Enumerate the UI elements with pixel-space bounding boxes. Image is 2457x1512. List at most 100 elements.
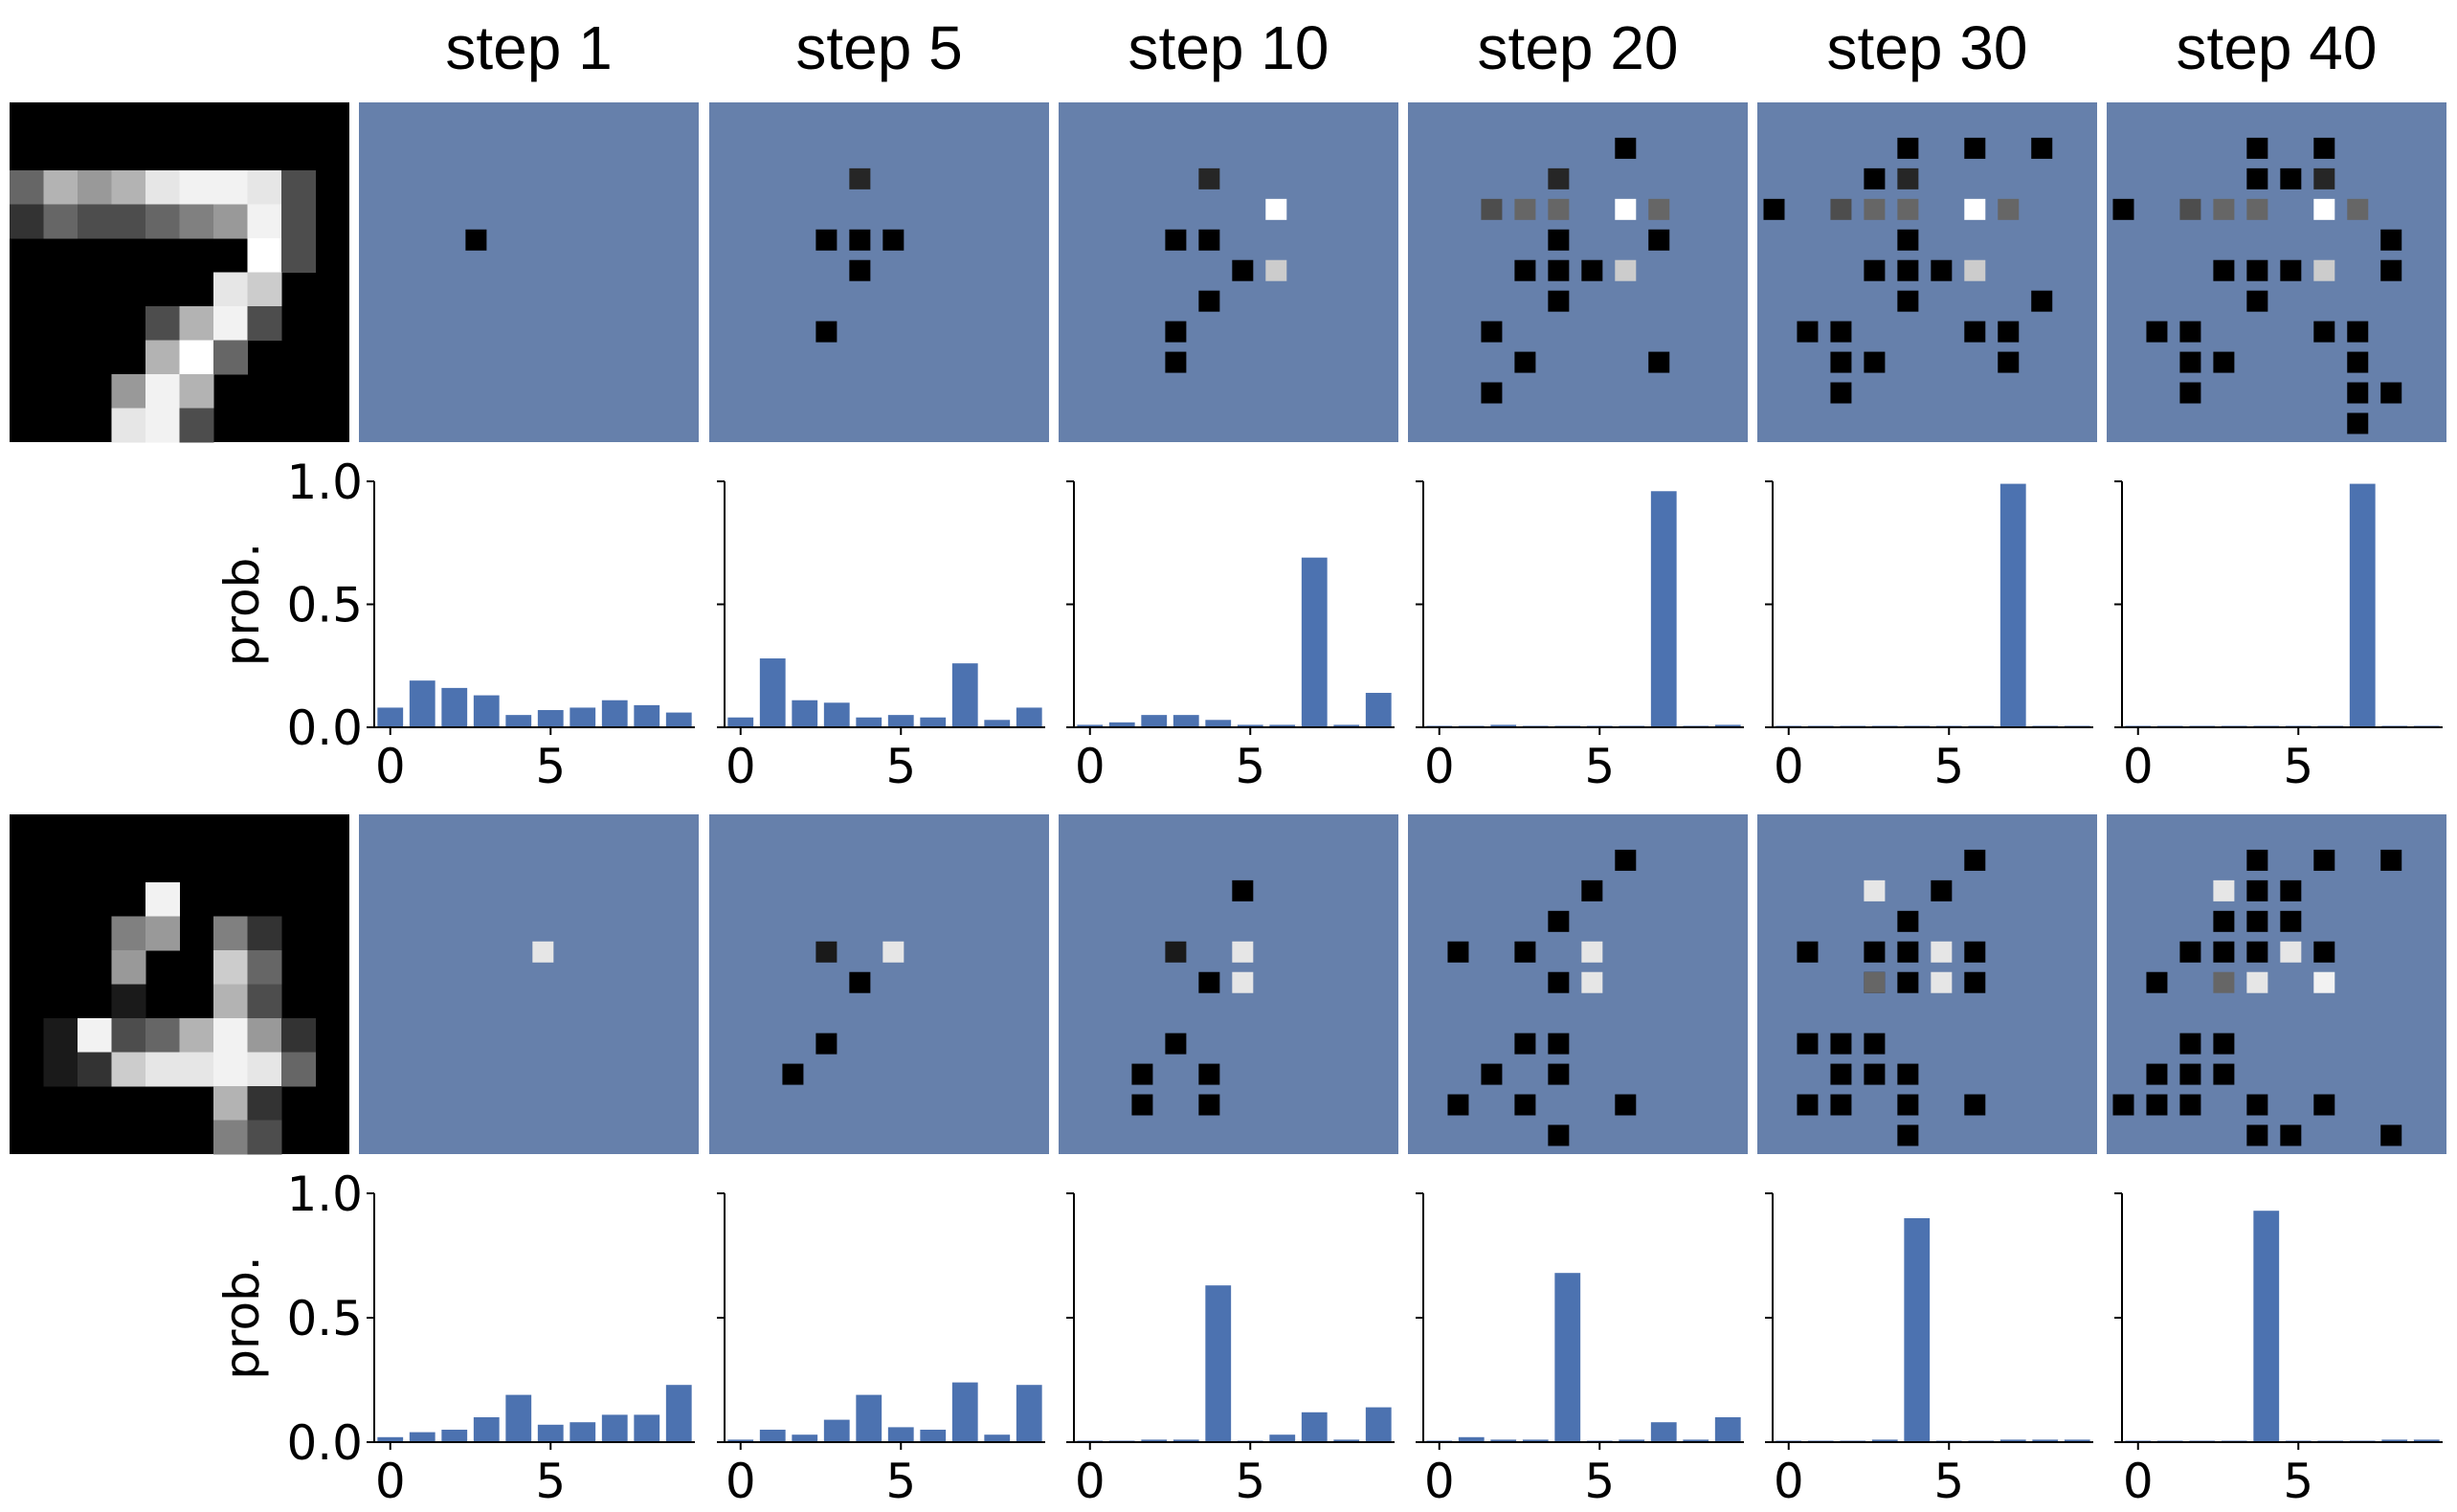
digit-pixel: [78, 204, 112, 239]
x-tick-label: 0: [726, 739, 756, 794]
revealed-pixel: [1548, 1033, 1570, 1055]
revealed-pixel: [1964, 137, 1986, 159]
probability-bar: [951, 663, 978, 727]
revealed-pixel: [1830, 1033, 1852, 1055]
revealed-pixel: [2246, 167, 2268, 189]
revealed-pixel: [1830, 321, 1852, 343]
probability-chart: 0 5 0.0 0.5 1.0 prob.: [214, 455, 695, 794]
digit-pixel: [281, 1052, 316, 1087]
revealed-pixel: [1481, 321, 1503, 343]
x-tick-label: 0: [1075, 739, 1106, 794]
revealed-pixel: [1198, 229, 1220, 251]
revealed-pixel: [1797, 1033, 1819, 1055]
revealed-pixel: [2179, 351, 2201, 373]
probability-bar: [823, 702, 850, 727]
revealed-pixel: [1648, 351, 1670, 373]
revealed-mask-panel: [1757, 102, 2097, 442]
digit-pixel: [10, 170, 44, 205]
y-tick-label: 0.0: [286, 1415, 363, 1471]
revealed-pixel: [1797, 321, 1819, 343]
probability-bar: [1333, 724, 1360, 727]
digit-pixel: [247, 916, 282, 951]
revealed-pixel: [1447, 1094, 1469, 1116]
revealed-pixel: [1581, 879, 1603, 901]
revealed-pixel: [2313, 321, 2335, 343]
revealed-pixel: [1830, 382, 1852, 404]
probability-bar: [377, 1436, 404, 1442]
probability-bar: [409, 1432, 436, 1442]
probability-bar: [856, 717, 882, 727]
revealed-pixel: [2146, 1063, 2168, 1085]
digit-pixel: [179, 306, 214, 341]
x-tick-label: 5: [1235, 739, 1265, 794]
revealed-pixel: [2347, 198, 2369, 220]
probability-bar: [601, 1414, 628, 1442]
x-tick-label: 5: [885, 1454, 916, 1509]
digit-pixel: [179, 374, 214, 409]
revealed-pixel: [465, 229, 487, 251]
revealed-pixel: [2246, 971, 2268, 993]
probability-bar: [537, 710, 564, 727]
revealed-pixel: [1864, 941, 1886, 963]
probability-bar: [601, 700, 628, 727]
digit-pixel: [247, 272, 282, 307]
revealed-mask-panel: [709, 814, 1049, 1154]
revealed-pixel: [2112, 1094, 2134, 1116]
mask-background: [709, 102, 1049, 442]
revealed-pixel: [1864, 1033, 1886, 1055]
revealed-pixel: [1897, 1063, 1919, 1085]
probability-bar: [1205, 1285, 1232, 1442]
probability-bar: [1458, 1436, 1485, 1442]
revealed-pixel: [1548, 259, 1570, 281]
revealed-pixel: [1648, 229, 1670, 251]
probability-bar: [1650, 491, 1677, 727]
probability-bar: [505, 715, 532, 727]
probability-bar: [1205, 720, 1232, 727]
digit-pixel: [145, 204, 180, 239]
digit-pixel: [145, 882, 180, 917]
revealed-pixel: [2031, 290, 2053, 312]
probability-bar: [1999, 1439, 2026, 1442]
revealed-pixel: [1998, 321, 2020, 343]
probability-bar: [2064, 1439, 2090, 1442]
column-title: step 1: [445, 13, 612, 82]
digit-pixel: [145, 408, 180, 443]
revealed-pixel: [1964, 259, 1986, 281]
revealed-mask-panel: [1408, 814, 1748, 1154]
x-tick-label: 0: [2123, 739, 2154, 794]
digit-pixel: [213, 306, 248, 341]
revealed-pixel: [2179, 198, 2201, 220]
digit-pixel: [78, 170, 112, 205]
digit-pixel: [213, 340, 248, 375]
revealed-pixel: [1763, 198, 1785, 220]
revealed-pixel: [2246, 290, 2268, 312]
revealed-pixel: [2146, 1094, 2168, 1116]
revealed-pixel: [2246, 1094, 2268, 1116]
revealed-pixel: [2280, 941, 2302, 963]
digit-pixel: [247, 1086, 282, 1121]
probability-bar: [665, 712, 692, 727]
y-axis-label: prob.: [214, 1256, 270, 1379]
probability-bar: [1301, 557, 1328, 727]
revealed-pixel: [2246, 259, 2268, 281]
revealed-pixel: [2313, 137, 2335, 159]
revealed-pixel: [1615, 259, 1637, 281]
revealed-pixel: [2313, 971, 2335, 993]
revealed-pixel: [2280, 259, 2302, 281]
revealed-pixel: [2179, 382, 2201, 404]
digit-pixel: [247, 1018, 282, 1053]
revealed-pixel: [2146, 321, 2168, 343]
revealed-pixel: [1165, 229, 1187, 251]
revealed-pixel: [1830, 351, 1852, 373]
revealed-pixel: [882, 941, 905, 963]
revealed-mask-panel: [709, 102, 1049, 442]
x-tick-label: 5: [2283, 739, 2313, 794]
digit-pixel: [111, 204, 146, 239]
digit-pixel: [247, 950, 282, 985]
digit-pixel: [111, 170, 146, 205]
revealed-pixel: [1615, 137, 1637, 159]
probability-bar: [1904, 1218, 1931, 1442]
probability-bar: [727, 717, 754, 727]
